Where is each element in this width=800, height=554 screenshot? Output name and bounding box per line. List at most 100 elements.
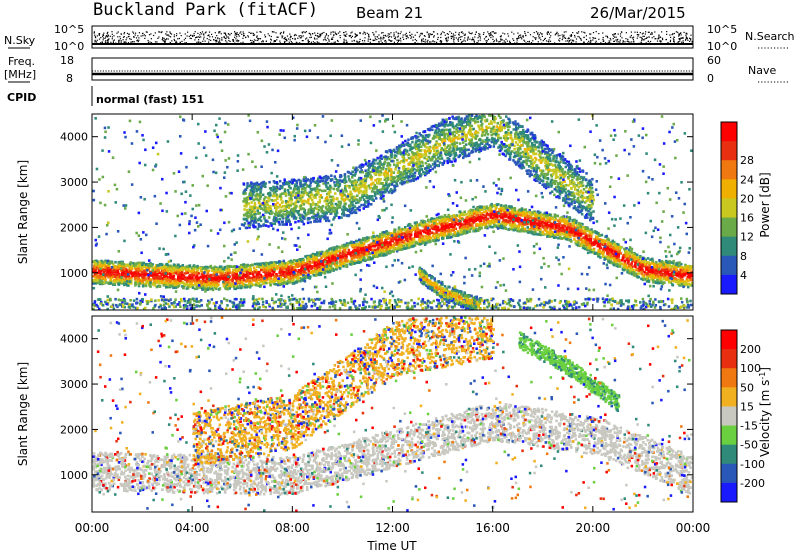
nsky-point	[226, 42, 227, 43]
power-cell	[627, 262, 630, 265]
nsky-point	[202, 41, 203, 42]
nsky-point	[333, 34, 334, 35]
freq-label-bottom: [MHz]	[4, 68, 36, 81]
nsky-point	[521, 38, 522, 39]
power-cell	[419, 243, 422, 246]
nsky-point	[610, 39, 611, 40]
power-cell	[488, 213, 491, 216]
nsky-point	[243, 31, 244, 32]
nsky-point	[502, 39, 503, 40]
nsky-point	[576, 41, 577, 42]
nsky-point	[97, 35, 98, 36]
nsky-point	[113, 35, 114, 36]
nsky-point	[674, 42, 675, 43]
nsky-point	[637, 32, 638, 33]
power-cell	[629, 255, 632, 258]
nsky-point	[413, 37, 414, 38]
nsky-point	[617, 39, 618, 40]
nsky-point	[539, 37, 540, 38]
nsky-point	[557, 32, 558, 33]
nsky-point	[459, 37, 460, 38]
nsky-point	[375, 31, 376, 32]
nsky-point	[290, 36, 291, 37]
power-cell	[249, 269, 252, 272]
nsky-point	[504, 33, 505, 34]
nsky-point	[306, 31, 307, 32]
nsky-point	[325, 39, 326, 40]
nsky-point	[269, 35, 270, 36]
nsky-point	[296, 35, 297, 36]
nsky-point	[275, 32, 276, 33]
nsky-point	[376, 39, 377, 40]
nsky-point	[195, 37, 196, 38]
nsky-point	[194, 33, 195, 34]
power-cell	[106, 282, 109, 285]
nsky-point	[95, 36, 96, 37]
nsky-point	[145, 35, 146, 36]
nsky-point	[500, 36, 501, 37]
nsky-point	[282, 36, 283, 37]
nsky-point	[598, 33, 599, 34]
nsky-point	[166, 35, 167, 36]
radar-summary-figure: Buckland Park (fitACF) Beam 21 26/Mar/20…	[0, 0, 800, 554]
nsky-point	[479, 36, 480, 37]
nsky-point	[662, 39, 663, 40]
nsky-point	[409, 35, 410, 36]
nsky-marks	[94, 31, 693, 44]
nsky-point	[634, 32, 635, 33]
nsky-point	[198, 41, 199, 42]
nsky-point	[657, 41, 658, 42]
power-cell	[334, 254, 337, 257]
nsky-point	[440, 40, 441, 41]
nsky-point	[469, 39, 470, 40]
nsky-point	[350, 32, 351, 33]
nsky-point	[391, 36, 392, 37]
nsky-point	[302, 32, 303, 33]
nsky-point	[378, 41, 379, 42]
nsky-point	[170, 42, 171, 43]
nsky-point	[218, 41, 219, 42]
nsky-point	[245, 37, 246, 38]
nsky-point	[451, 38, 452, 39]
nsky-point	[401, 31, 402, 32]
nsky-point	[344, 40, 345, 41]
nsky-point	[513, 33, 514, 34]
nsky-point	[669, 34, 670, 35]
nsky-point	[670, 41, 671, 42]
power-cell	[292, 282, 295, 285]
nsky-point	[427, 32, 428, 33]
nsky-point	[174, 40, 175, 41]
nsky-point	[118, 31, 119, 32]
nsky-point	[511, 32, 512, 33]
nsky-point	[465, 41, 466, 42]
nsky-point	[184, 39, 185, 40]
nsky-point	[268, 33, 269, 34]
nsky-point	[411, 34, 412, 35]
power-cell	[301, 266, 304, 269]
nsky-point	[286, 40, 287, 41]
nsky-point	[678, 33, 679, 34]
nsky-point	[586, 39, 587, 40]
nsky-point	[95, 41, 96, 42]
nsky-point	[680, 33, 681, 34]
nsky-point	[112, 38, 113, 39]
nsky-point	[683, 38, 684, 39]
nsky-point	[679, 38, 680, 39]
nsky-point	[331, 32, 332, 33]
nsky-point	[446, 38, 447, 39]
nsky-point	[642, 36, 643, 37]
nsky-point	[614, 34, 615, 35]
freq-label-top: Freq.	[8, 55, 35, 68]
nsky-point	[212, 36, 213, 37]
nsky-point	[99, 39, 100, 40]
power-cell	[484, 215, 487, 218]
nsky-point	[179, 38, 180, 39]
nsky-point	[421, 39, 422, 40]
nsky-point	[614, 37, 615, 38]
power-cell	[479, 212, 482, 215]
nsky-point	[596, 41, 597, 42]
power-cell	[525, 208, 528, 211]
nsky-point	[287, 36, 288, 37]
nsky-point	[321, 33, 322, 34]
nsky-point	[507, 41, 508, 42]
